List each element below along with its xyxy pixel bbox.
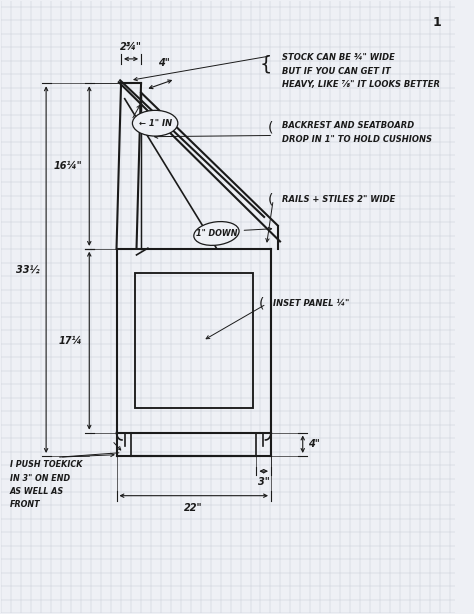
Text: INSET PANEL ¼": INSET PANEL ¼" bbox=[273, 300, 350, 308]
Text: STOCK CAN BE ¾" WIDE
BUT IF YOU CAN GET IT
HEAVY, LIKE ⅞" IT LOOKS BETTER: STOCK CAN BE ¾" WIDE BUT IF YOU CAN GET … bbox=[283, 53, 440, 89]
Text: I PUSH TOEKICK
IN 3" ON END
AS WELL AS
FRONT: I PUSH TOEKICK IN 3" ON END AS WELL AS F… bbox=[10, 460, 82, 509]
Text: 22": 22" bbox=[184, 503, 203, 513]
Text: RAILS + STILES 2" WIDE: RAILS + STILES 2" WIDE bbox=[283, 195, 396, 204]
Text: BACKREST AND SEATBOARD
DROP IN 1" TO HOLD CUSHIONS: BACKREST AND SEATBOARD DROP IN 1" TO HOL… bbox=[283, 122, 432, 144]
Text: 4": 4" bbox=[158, 58, 170, 68]
Text: 16¼": 16¼" bbox=[54, 161, 82, 171]
Text: ← 1" IN: ← 1" IN bbox=[138, 119, 172, 128]
Text: (: ( bbox=[268, 193, 273, 207]
Text: (: ( bbox=[259, 297, 264, 311]
Text: 1: 1 bbox=[432, 15, 441, 29]
Text: 2¾": 2¾" bbox=[120, 42, 142, 52]
Text: 33½: 33½ bbox=[16, 265, 39, 274]
Ellipse shape bbox=[194, 222, 239, 246]
Bar bbox=[135, 273, 253, 408]
Text: 3": 3" bbox=[258, 477, 270, 488]
Text: (: ( bbox=[268, 120, 273, 134]
Text: 17¼: 17¼ bbox=[59, 336, 82, 346]
Text: {: { bbox=[260, 54, 272, 73]
Text: 1" DOWN: 1" DOWN bbox=[196, 229, 237, 238]
Ellipse shape bbox=[132, 111, 178, 136]
Text: 4": 4" bbox=[308, 439, 320, 449]
